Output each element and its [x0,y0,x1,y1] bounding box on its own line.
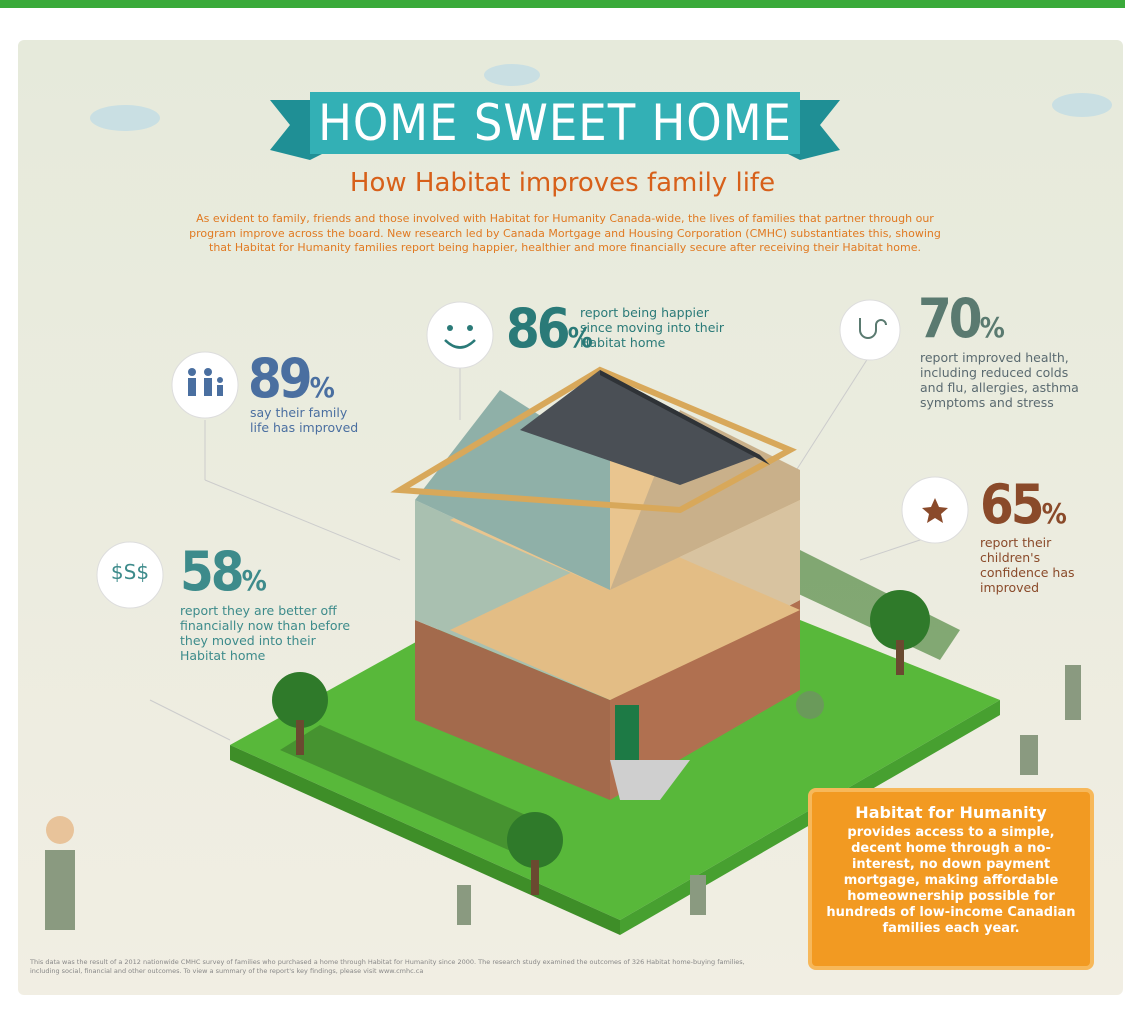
page: HOME SWEET HOME How Habitat improves fam… [0,0,1125,1015]
stat-text: report improved health, including reduce… [920,350,1090,410]
intro: As evident to family, friends and those … [180,212,950,256]
subtitle: How Habitat improves family life [200,168,925,198]
stat-number: 70% [918,292,1005,355]
value: 58 [180,540,242,603]
dollar-icon: $S$ [105,560,155,584]
stat-text: report being happier since moving into t… [580,305,730,350]
percent: % [1042,497,1067,530]
value: 86 [506,297,568,360]
percent: % [980,311,1005,344]
stat-text: report they are better off financially n… [180,603,355,663]
footnote: This data was the result of a 2012 natio… [30,958,770,976]
callout-title: Habitat for Humanity [825,803,1077,822]
stat-number: 65% [980,478,1067,541]
stat-text: say their family life has improved [250,405,370,435]
callout-text: provides access to a simple, decent home… [825,825,1077,937]
value: 89 [248,347,310,410]
value: 65 [980,473,1042,536]
percent: % [242,564,267,597]
percent: % [310,371,335,404]
stat-number: 58% [180,545,267,608]
stat-text: report their children's confidence has i… [980,535,1090,595]
value: 70 [918,287,980,350]
title: HOME SWEET HOME [310,92,800,154]
